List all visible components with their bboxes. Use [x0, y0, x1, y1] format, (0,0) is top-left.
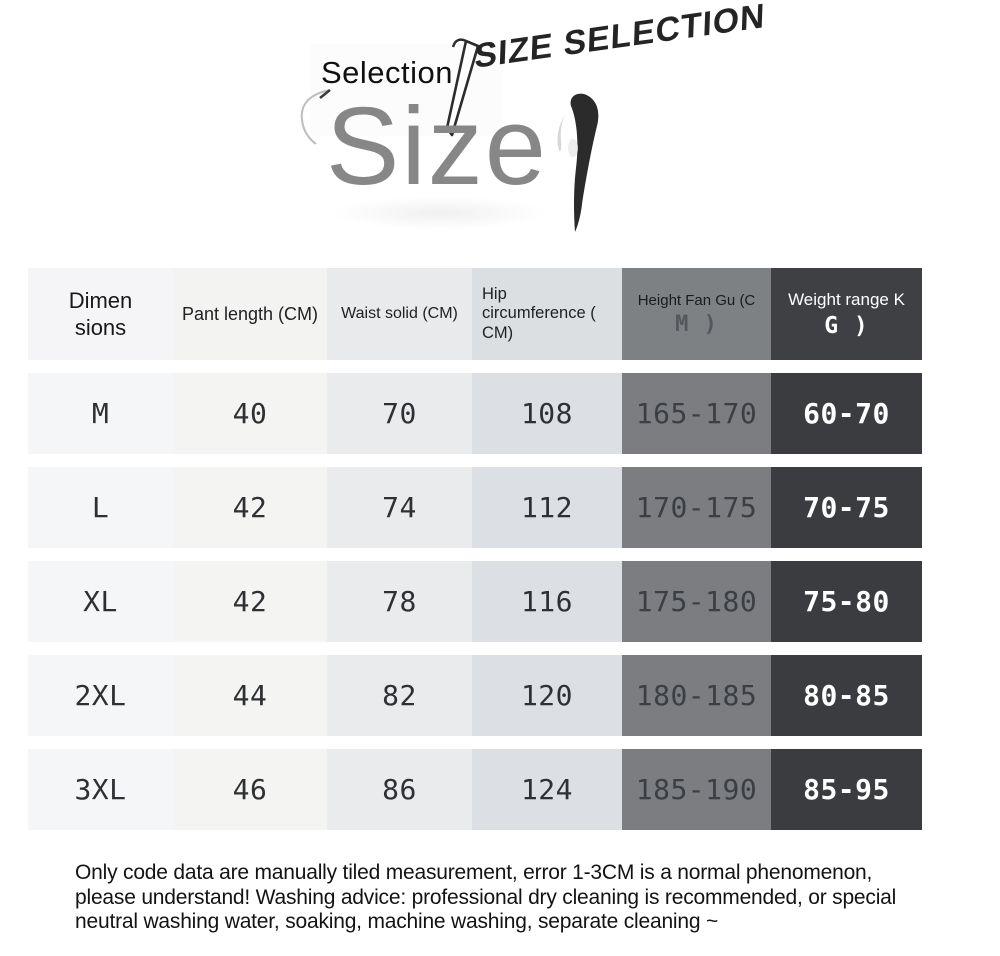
pen-nib-icon	[445, 38, 480, 137]
height-cell: 180-185	[622, 655, 771, 736]
height-cell: 175-180	[622, 561, 771, 642]
hip-cell: 112	[472, 467, 622, 548]
size-table: Dimen sions Pant length (CM) Waist solid…	[28, 268, 922, 830]
sketch-curve-icon	[300, 89, 331, 145]
pant-cell: 44	[173, 655, 327, 736]
table-row-m: M 40 70 108 165-170 60-70	[28, 373, 922, 454]
weight-cell: 80-85	[771, 655, 922, 736]
size-cell: L	[28, 467, 173, 548]
selection-label: Selection	[321, 55, 454, 90]
table-row-2xl: 2XL 44 82 120 180-185 80-85	[28, 655, 922, 736]
care-note: Only code data are manually tiled measur…	[75, 861, 896, 935]
table-row-xl: XL 42 78 116 175-180 75-80	[28, 561, 922, 642]
height-cell: 165-170	[622, 373, 771, 454]
table-row-3xl: 3XL 46 86 124 185-190 85-95	[28, 749, 922, 830]
weight-cell: 85-95	[771, 749, 922, 830]
size-cell: XL	[28, 561, 173, 642]
waist-cell: 86	[327, 749, 472, 830]
column-header-height-range: Height Fan Gu (C M )	[622, 268, 771, 360]
hip-cell: 120	[472, 655, 622, 736]
hip-cell: 116	[472, 561, 622, 642]
waist-cell: 70	[327, 373, 472, 454]
waist-cell: 82	[327, 655, 472, 736]
care-note-line: please understand! Washing advice: profe…	[75, 885, 897, 909]
hip-cell: 124	[472, 749, 622, 830]
page-title: Size	[326, 85, 548, 208]
hip-cell: 108	[472, 373, 622, 454]
column-header-dimensions: Dimen sions	[28, 268, 173, 360]
size-cell: M	[28, 373, 173, 454]
height-cell: 170-175	[622, 467, 771, 548]
size-cell: 3XL	[28, 749, 173, 830]
stamp-title: SIZE SELECTION	[473, 0, 767, 77]
height-cell: 185-190	[622, 749, 771, 830]
weight-cell: 60-70	[771, 373, 922, 454]
pant-cell: 42	[173, 561, 327, 642]
pant-cell: 42	[173, 467, 327, 548]
column-header-pant-length: Pant length (CM)	[173, 268, 327, 360]
column-header-weight-range: Weight range K G )	[771, 268, 922, 360]
column-header-hip: Hip circumference ( CM)	[472, 268, 622, 360]
weight-cell: 75-80	[771, 561, 922, 642]
gray-smudge	[330, 196, 550, 230]
ink-brush-stroke-icon	[557, 93, 599, 232]
waist-cell: 74	[327, 467, 472, 548]
pant-cell: 40	[173, 373, 327, 454]
size-cell: 2XL	[28, 655, 173, 736]
waist-cell: 78	[327, 561, 472, 642]
table-header-row: Dimen sions Pant length (CM) Waist solid…	[28, 268, 922, 360]
pant-cell: 46	[173, 749, 327, 830]
weight-cell: 70-75	[771, 467, 922, 548]
care-note-line: neutral washing water, soaking, machine …	[75, 910, 719, 933]
column-header-waist: Waist solid (CM)	[327, 268, 472, 360]
care-note-line: Only code data are manually tiled measur…	[75, 861, 873, 884]
table-row-l: L 42 74 112 170-175 70-75	[28, 467, 922, 548]
